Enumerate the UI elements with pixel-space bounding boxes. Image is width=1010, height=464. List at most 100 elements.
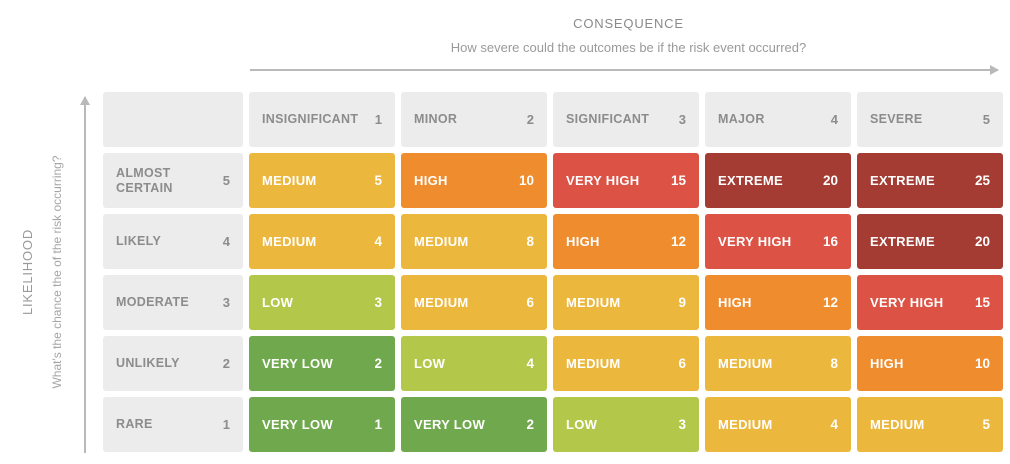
risk-cell-score: 10 [518,173,534,188]
row-header-value: 3 [222,295,230,310]
risk-cell: MEDIUM 8 [401,214,547,269]
risk-cell: LOW 3 [249,275,395,330]
row-header-label: ALMOST CERTAIN [116,165,173,195]
risk-cell-label: MEDIUM [414,295,469,310]
risk-cell: EXTREME 20 [857,214,1003,269]
column-header-value: 4 [830,112,838,127]
risk-cell-score: 4 [526,356,534,371]
risk-cell-label: LOW [262,295,294,310]
risk-cell: EXTREME 25 [857,153,1003,208]
risk-cell-score: 3 [374,295,382,310]
matrix-grid: INSIGNIFICANT 1 MINOR 2 SIGNIFICANT 3 MA… [103,92,1003,452]
risk-cell-label: LOW [414,356,446,371]
risk-cell-score: 6 [526,295,534,310]
row-header-value: 4 [222,234,230,249]
risk-cell-label: VERY LOW [414,417,486,432]
risk-cell-score: 12 [822,295,838,310]
risk-cell-score: 12 [670,234,686,249]
risk-cell: MEDIUM 8 [705,336,851,391]
risk-cell-score: 1 [374,417,382,432]
risk-cell-label: HIGH [870,356,904,371]
column-header-insignificant: INSIGNIFICANT 1 [249,92,395,147]
risk-cell-label: HIGH [566,234,600,249]
risk-cell: VERY LOW 2 [249,336,395,391]
risk-cell-score: 25 [974,173,990,188]
risk-cell-label: VERY HIGH [718,234,792,249]
consequence-axis-header: CONSEQUENCE How severe could the outcome… [250,16,1007,55]
risk-cell: VERY HIGH 15 [857,275,1003,330]
risk-cell: MEDIUM 9 [553,275,699,330]
risk-cell: VERY LOW 1 [249,397,395,452]
column-header-label: MINOR [414,112,458,126]
consequence-axis-title: CONSEQUENCE [573,16,684,31]
risk-cell: LOW 3 [553,397,699,452]
risk-cell: MEDIUM 6 [553,336,699,391]
risk-cell-label: MEDIUM [566,295,621,310]
consequence-axis-subtitle: How severe could the outcomes be if the … [450,40,807,55]
row-header-value: 1 [222,417,230,432]
risk-cell-score: 10 [974,356,990,371]
risk-cell-label: EXTREME [718,173,783,188]
risk-cell: VERY LOW 2 [401,397,547,452]
risk-cell-label: MEDIUM [870,417,925,432]
column-header-value: 1 [374,112,382,127]
likelihood-axis-arrow-icon [80,96,90,453]
risk-cell: EXTREME 20 [705,153,851,208]
column-header-value: 5 [982,112,990,127]
risk-cell-score: 20 [974,234,990,249]
likelihood-axis-subtitle: What's the chance the of the risk occurr… [50,155,64,389]
column-header-label: SEVERE [870,112,923,126]
row-header-likely: LIKELY 4 [103,214,243,269]
risk-cell-label: MEDIUM [414,234,469,249]
row-header-label: RARE [116,417,153,431]
row-header-moderate: MODERATE 3 [103,275,243,330]
risk-cell-label: VERY LOW [262,417,334,432]
risk-cell-score: 6 [678,356,686,371]
risk-cell-score: 15 [670,173,686,188]
risk-cell-label: LOW [566,417,598,432]
risk-cell-label: MEDIUM [262,234,317,249]
column-header-label: INSIGNIFICANT [262,112,359,126]
column-header-value: 3 [678,112,686,127]
risk-cell-score: 2 [526,417,534,432]
risk-cell-label: VERY HIGH [870,295,944,310]
risk-cell-label: EXTREME [870,234,935,249]
column-header-significant: SIGNIFICANT 3 [553,92,699,147]
risk-cell-score: 3 [678,417,686,432]
risk-cell: MEDIUM 4 [705,397,851,452]
row-header-rare: RARE 1 [103,397,243,452]
column-header-major: MAJOR 4 [705,92,851,147]
risk-cell-label: VERY LOW [262,356,334,371]
risk-cell-score: 9 [678,295,686,310]
risk-cell-score: 16 [822,234,838,249]
risk-cell: HIGH 12 [705,275,851,330]
risk-cell: MEDIUM 4 [249,214,395,269]
row-header-label: MODERATE [116,295,189,309]
risk-cell-score: 5 [982,417,990,432]
risk-cell-score: 2 [374,356,382,371]
column-header-label: SIGNIFICANT [566,112,650,126]
risk-cell-score: 4 [830,417,838,432]
risk-cell-label: MEDIUM [718,417,773,432]
column-header-severe: SEVERE 5 [857,92,1003,147]
risk-cell-label: MEDIUM [718,356,773,371]
risk-cell-label: HIGH [414,173,448,188]
risk-cell-label: MEDIUM [566,356,621,371]
risk-cell-score: 15 [974,295,990,310]
risk-cell: MEDIUM 5 [249,153,395,208]
row-header-label: LIKELY [116,234,162,248]
risk-cell-score: 4 [374,234,382,249]
risk-cell: HIGH 10 [401,153,547,208]
row-header-label: UNLIKELY [116,356,180,370]
row-header-value: 5 [222,173,230,188]
risk-cell-label: VERY HIGH [566,173,640,188]
risk-cell: LOW 4 [401,336,547,391]
risk-cell-label: EXTREME [870,173,935,188]
row-header-unlikely: UNLIKELY 2 [103,336,243,391]
row-header-value: 2 [222,356,230,371]
column-header-label: MAJOR [718,112,765,126]
risk-cell-score: 8 [830,356,838,371]
column-header-value: 2 [526,112,534,127]
consequence-axis-arrow-icon [250,65,999,75]
